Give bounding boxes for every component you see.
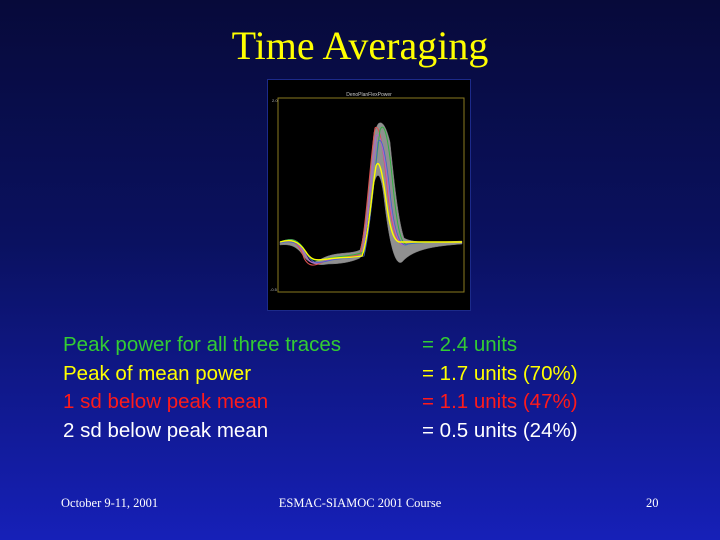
stat-value: = 1.1 units (47%) xyxy=(422,390,578,413)
slide-title: Time Averaging xyxy=(231,23,489,68)
sd-band xyxy=(279,122,463,265)
footer-course: ESMAC-SIAMOC 2001 Course xyxy=(278,496,442,510)
stat-label: 2 sd below peak mean xyxy=(63,418,269,442)
mean-power-curve xyxy=(279,163,462,261)
plot-border xyxy=(277,97,465,293)
stat-row: 2 sd below peak mean = 0.5 units (24%) xyxy=(63,419,663,448)
stat-label: Peak of mean power xyxy=(63,361,252,385)
stat-row: Peak power for all three traces = 2.4 un… xyxy=(63,333,663,362)
power-curve-figure: DenoPlanFlexPower 2.0 -0.5 xyxy=(267,79,471,311)
stat-row: Peak of mean power = 1.7 units (70%) xyxy=(63,362,663,391)
stat-value: = 2.4 units xyxy=(422,333,518,356)
trace-purple xyxy=(279,134,463,264)
slide-number: 20 xyxy=(646,496,659,510)
power-curve-plot: DenoPlanFlexPower 2.0 -0.5 xyxy=(270,92,465,293)
y-top-tick: 2.0 xyxy=(272,98,278,103)
stats-table: Peak power for all three traces = 2.4 un… xyxy=(63,333,663,447)
stat-value: = 0.5 units (24%) xyxy=(422,418,578,442)
stat-row: 1 sd below peak mean = 1.1 units (47%) xyxy=(63,390,663,419)
stat-label: 1 sd below peak mean xyxy=(63,390,269,413)
plot-caption: DenoPlanFlexPower xyxy=(346,92,392,98)
y-bottom-tick: -0.5 xyxy=(270,287,278,292)
stat-value: = 1.7 units (70%) xyxy=(422,361,578,385)
footer-date: October 9-11, 2001 xyxy=(61,496,159,510)
stat-label: Peak power for all three traces xyxy=(63,333,342,356)
